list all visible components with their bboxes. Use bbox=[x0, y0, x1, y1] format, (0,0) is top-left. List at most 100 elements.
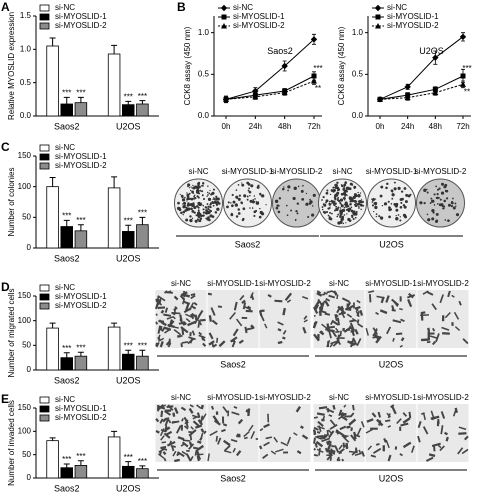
legend-label: si-NC bbox=[233, 3, 253, 12]
cell bbox=[172, 450, 177, 457]
bar bbox=[74, 230, 88, 249]
colony bbox=[375, 213, 378, 215]
colony bbox=[235, 203, 238, 205]
cell bbox=[345, 308, 352, 311]
x-tick-label: 48h bbox=[278, 122, 291, 131]
significance: *** bbox=[62, 212, 71, 221]
colony bbox=[191, 190, 195, 194]
cell bbox=[342, 442, 346, 448]
cell bbox=[160, 445, 167, 450]
cell bbox=[263, 441, 270, 447]
colony bbox=[275, 206, 279, 210]
cell bbox=[203, 430, 207, 435]
cell bbox=[338, 448, 345, 454]
colony bbox=[325, 199, 328, 202]
legend-swatch bbox=[39, 4, 50, 12]
colony bbox=[232, 200, 236, 204]
cell bbox=[255, 437, 259, 441]
legend-swatch bbox=[39, 162, 50, 170]
significance: *** bbox=[138, 457, 147, 466]
cell bbox=[391, 406, 397, 415]
x-tick-label: 72h bbox=[456, 122, 469, 131]
cell bbox=[316, 431, 321, 434]
cell bbox=[245, 409, 249, 413]
cell bbox=[334, 313, 339, 318]
colony bbox=[253, 214, 256, 218]
cell bbox=[313, 430, 316, 436]
colony bbox=[360, 208, 362, 211]
colony bbox=[307, 216, 310, 218]
significance: *** bbox=[124, 216, 133, 225]
colony bbox=[216, 207, 220, 211]
cell bbox=[313, 426, 319, 431]
cell bbox=[265, 436, 273, 440]
colony bbox=[277, 210, 281, 214]
colony bbox=[261, 194, 265, 198]
cell bbox=[163, 432, 171, 439]
cell bbox=[336, 294, 339, 300]
cell bbox=[159, 428, 165, 437]
plate bbox=[223, 178, 272, 228]
colony bbox=[207, 205, 210, 208]
colony bbox=[196, 205, 198, 207]
legend-label: si-MYOSLID-2 bbox=[55, 413, 107, 422]
colony bbox=[445, 197, 449, 200]
cell bbox=[453, 311, 460, 320]
cell bbox=[262, 453, 269, 459]
colony bbox=[202, 181, 205, 184]
colony bbox=[329, 206, 331, 208]
cell bbox=[368, 290, 375, 294]
colony bbox=[337, 213, 340, 216]
cell bbox=[200, 428, 205, 433]
cell bbox=[157, 325, 162, 334]
chart-subtitle: Saos2 bbox=[267, 46, 293, 56]
colony bbox=[359, 192, 362, 194]
colony bbox=[393, 187, 397, 191]
panel-letter: D bbox=[1, 280, 10, 294]
colony bbox=[190, 186, 192, 188]
colony bbox=[334, 193, 339, 197]
image-label: si-MYOSLID-2 bbox=[259, 279, 311, 288]
colony bbox=[436, 196, 440, 200]
cell bbox=[420, 311, 426, 315]
cell bbox=[200, 432, 204, 439]
cell bbox=[315, 435, 323, 440]
cell bbox=[282, 330, 287, 335]
cell bbox=[188, 336, 196, 341]
cell bbox=[338, 409, 343, 417]
colony bbox=[196, 218, 200, 221]
cell bbox=[331, 329, 336, 337]
cell bbox=[178, 322, 183, 325]
colony bbox=[255, 200, 257, 203]
colony bbox=[209, 189, 211, 192]
cell bbox=[160, 309, 165, 314]
panel-letter: E bbox=[1, 392, 9, 406]
colony bbox=[255, 201, 260, 205]
colony bbox=[206, 191, 209, 194]
colony bbox=[344, 201, 348, 205]
colony bbox=[435, 212, 439, 216]
error-bar bbox=[49, 322, 56, 329]
cell bbox=[232, 338, 236, 343]
cell bbox=[331, 319, 339, 326]
cell bbox=[318, 406, 328, 410]
error-bar bbox=[63, 219, 70, 227]
colony bbox=[358, 206, 360, 208]
colony bbox=[214, 202, 216, 205]
x-tick-label: Saos2 bbox=[54, 121, 80, 131]
colony bbox=[198, 203, 202, 207]
colony bbox=[331, 212, 333, 215]
colony bbox=[399, 205, 403, 209]
colony bbox=[249, 199, 253, 203]
cell bbox=[316, 448, 324, 453]
colony bbox=[215, 203, 219, 207]
colony bbox=[340, 204, 344, 208]
colony bbox=[250, 184, 254, 188]
bar bbox=[107, 187, 121, 249]
colony bbox=[180, 211, 183, 215]
cell bbox=[400, 318, 405, 323]
cell bbox=[400, 337, 405, 342]
colony bbox=[186, 197, 190, 201]
bar bbox=[107, 326, 121, 371]
cell bbox=[168, 440, 172, 446]
